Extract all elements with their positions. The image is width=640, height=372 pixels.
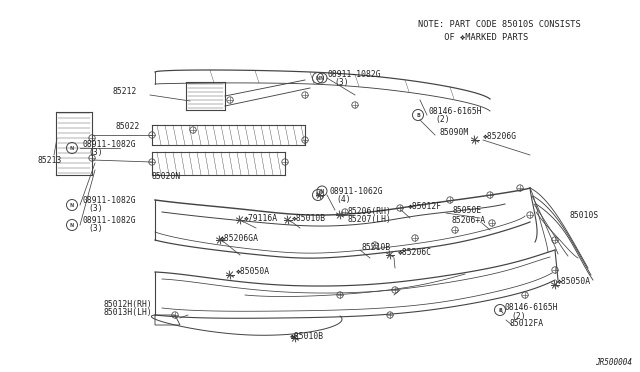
- Text: 85213: 85213: [37, 155, 61, 164]
- Text: ❖85206G: ❖85206G: [483, 131, 517, 141]
- Text: (2): (2): [511, 311, 525, 321]
- Text: N: N: [316, 76, 320, 80]
- Text: ❖85050A: ❖85050A: [236, 266, 270, 276]
- Text: B: B: [498, 308, 502, 312]
- Text: 85050E: 85050E: [453, 205, 483, 215]
- Text: 85013H(LH): 85013H(LH): [103, 308, 152, 317]
- Text: (3): (3): [334, 77, 349, 87]
- Text: 85012FA: 85012FA: [510, 318, 544, 327]
- Text: 85010S: 85010S: [570, 211, 599, 219]
- Text: (2): (2): [435, 115, 450, 124]
- Text: N: N: [316, 192, 320, 198]
- Text: ❖85206C: ❖85206C: [398, 247, 432, 257]
- Text: 85206(RH): 85206(RH): [348, 206, 392, 215]
- Text: 85012H(RH): 85012H(RH): [103, 301, 152, 310]
- Text: 85210B: 85210B: [362, 244, 391, 253]
- Text: N: N: [70, 145, 74, 151]
- Text: B: B: [416, 112, 420, 118]
- Text: ❖85050A: ❖85050A: [557, 276, 591, 285]
- Text: 85022: 85022: [115, 122, 140, 131]
- Text: N: N: [70, 222, 74, 228]
- Text: ❖85010B: ❖85010B: [292, 214, 326, 222]
- Text: 85212: 85212: [112, 87, 136, 96]
- Text: 85020N: 85020N: [152, 171, 181, 180]
- Text: 08911-1082G: 08911-1082G: [82, 196, 136, 205]
- Text: N: N: [320, 76, 324, 80]
- Text: 08146-6165H: 08146-6165H: [429, 106, 483, 115]
- Text: ❖85206GA: ❖85206GA: [220, 234, 259, 243]
- Text: N: N: [320, 189, 324, 193]
- Text: ❖79116A: ❖79116A: [244, 214, 278, 222]
- Text: N: N: [70, 202, 74, 208]
- Text: JR500004: JR500004: [595, 358, 632, 367]
- Text: (3): (3): [88, 224, 102, 232]
- Text: (3): (3): [88, 148, 102, 157]
- Text: 85206+A: 85206+A: [452, 215, 486, 224]
- Text: ❖85012F: ❖85012F: [408, 202, 442, 211]
- Text: (3): (3): [88, 203, 102, 212]
- Text: NOTE: PART CODE 85010S CONSISTS
     OF ❖MARKED PARTS: NOTE: PART CODE 85010S CONSISTS OF ❖MARK…: [418, 20, 580, 42]
- Text: 08911-1082G: 08911-1082G: [82, 215, 136, 224]
- Text: 85090M: 85090M: [440, 128, 469, 137]
- Text: 08146-6165H: 08146-6165H: [505, 304, 559, 312]
- Text: (4): (4): [336, 195, 351, 203]
- Text: 08911-1082G: 08911-1082G: [328, 70, 381, 78]
- Text: 85207(LH): 85207(LH): [348, 215, 392, 224]
- Text: 08911-1082G: 08911-1082G: [82, 140, 136, 148]
- Text: 08911-1062G: 08911-1062G: [330, 186, 383, 196]
- Text: ❖85010B: ❖85010B: [290, 331, 324, 340]
